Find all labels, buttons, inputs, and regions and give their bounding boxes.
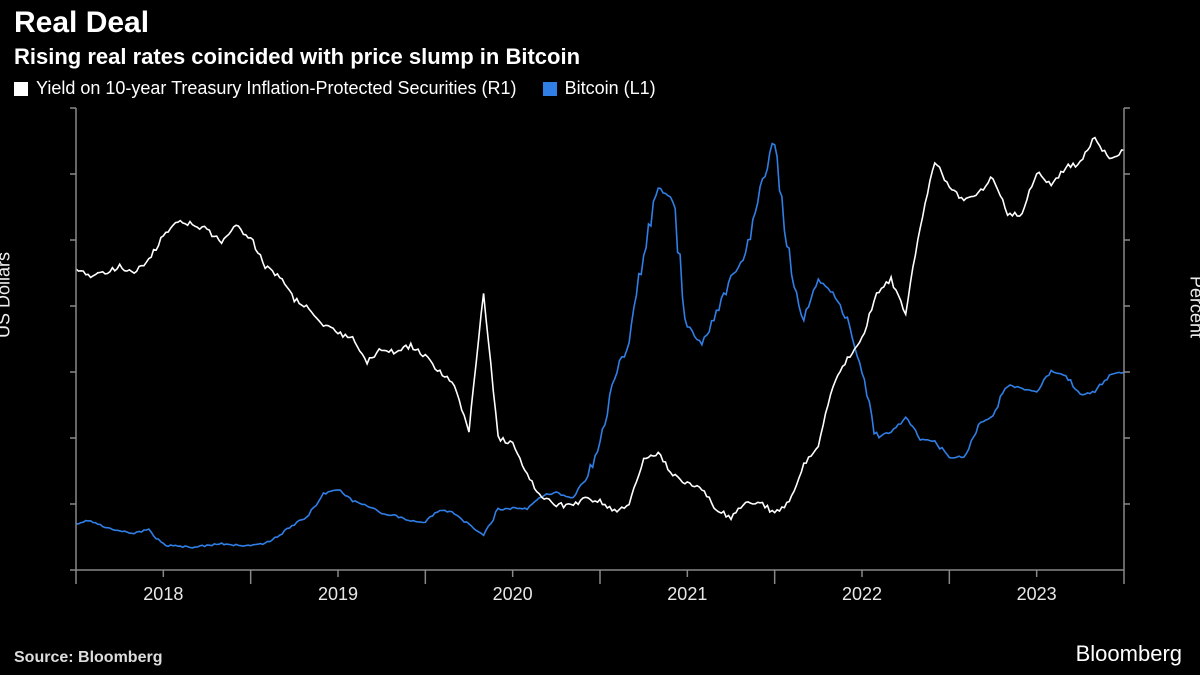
svg-text:2022: 2022 (842, 584, 882, 604)
series-tips-yield (76, 138, 1124, 520)
legend-swatch-1 (543, 82, 557, 96)
source-text: Source: Bloomberg (14, 649, 162, 667)
svg-text:2018: 2018 (143, 584, 183, 604)
legend: Yield on 10-year Treasury Inflation-Prot… (14, 78, 674, 99)
series-bitcoin (76, 144, 1124, 548)
svg-text:2019: 2019 (318, 584, 358, 604)
legend-label-0: Yield on 10-year Treasury Inflation-Prot… (36, 78, 517, 99)
legend-swatch-0 (14, 82, 28, 96)
svg-text:2023: 2023 (1017, 584, 1057, 604)
brand-text: Bloomberg (1076, 641, 1182, 667)
legend-label-1: Bitcoin (L1) (565, 78, 656, 99)
y-axis-left-label: US Dollars (0, 251, 15, 337)
y-axis-right-label: Percent (1186, 275, 1200, 337)
svg-text:2020: 2020 (493, 584, 533, 604)
chart-title: Real Deal (14, 6, 149, 40)
svg-text:2021: 2021 (667, 584, 707, 604)
chart-svg: 010000200003000040000500006000070000 -1.… (70, 100, 1130, 620)
chart-subtitle: Rising real rates coincided with price s… (14, 44, 580, 70)
